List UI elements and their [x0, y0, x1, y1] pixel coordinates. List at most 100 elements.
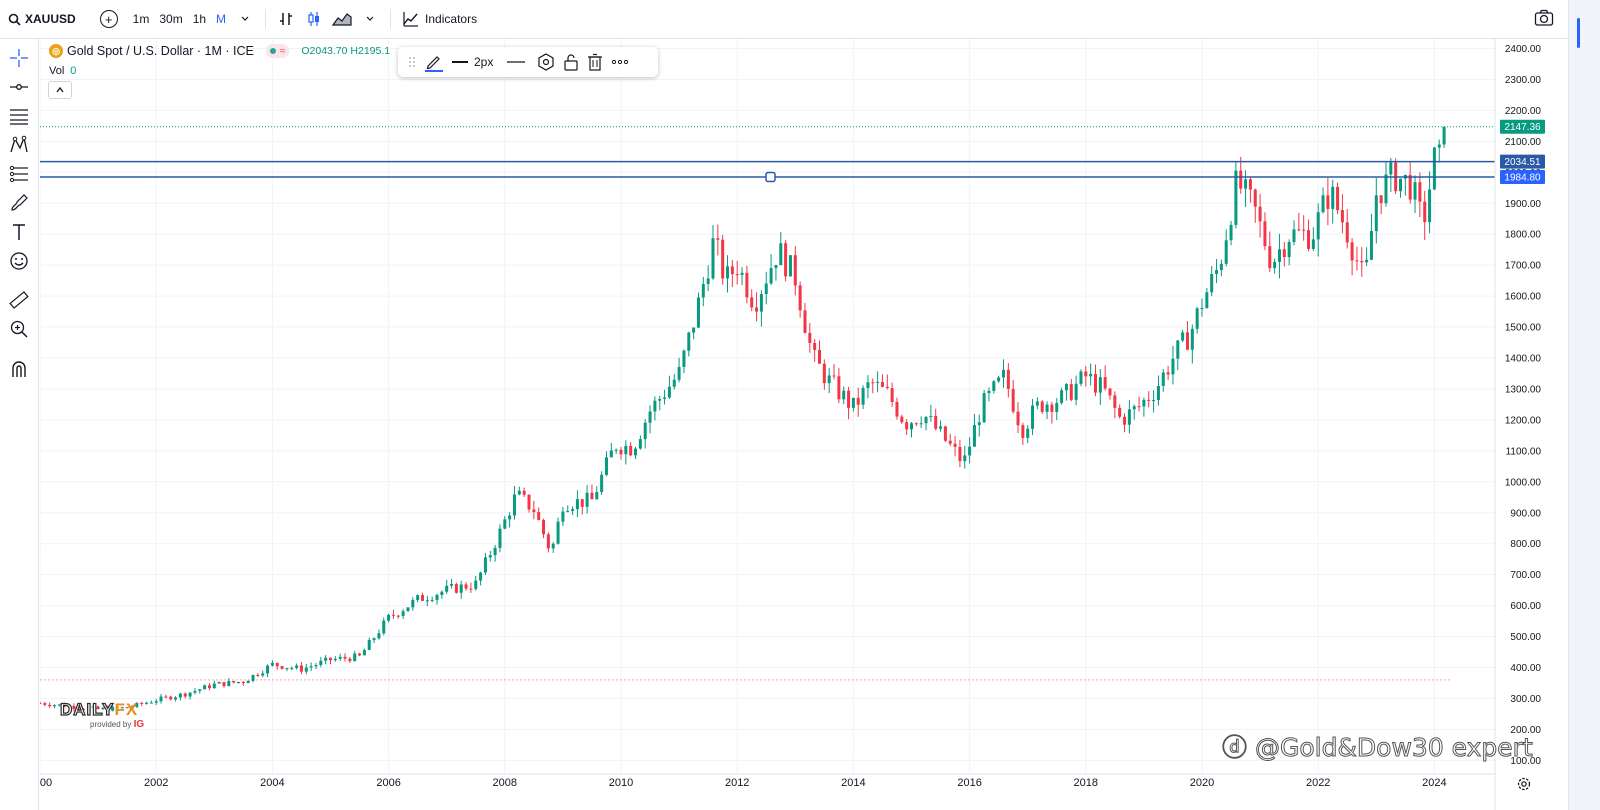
chart-settings-gear-icon[interactable] — [1516, 776, 1532, 797]
drag-handle-icon[interactable] — [408, 47, 416, 77]
candle-body — [1069, 384, 1073, 400]
camera-icon[interactable] — [1534, 9, 1554, 30]
candle-body — [1365, 259, 1369, 263]
candle-body — [411, 599, 415, 608]
time-tick-label: 2014 — [841, 777, 865, 789]
candle-body — [324, 657, 328, 661]
candle-body — [1118, 407, 1122, 417]
approx-icon: ≈ — [279, 45, 286, 57]
forecasting-tool-icon[interactable] — [7, 162, 31, 186]
candle-body — [1055, 402, 1059, 412]
collapse-legend-button[interactable] — [48, 81, 72, 99]
candle-body — [435, 594, 439, 600]
candle-body — [96, 706, 100, 710]
bar-chart-type-icon[interactable] — [274, 7, 298, 31]
candle-body — [1442, 126, 1446, 145]
candle-body — [982, 393, 986, 423]
emoji-tool-icon[interactable] — [7, 249, 31, 273]
horizontal-line-tool-icon[interactable] — [7, 75, 31, 99]
area-chart-type-icon[interactable] — [330, 7, 354, 31]
candle-body — [445, 585, 449, 592]
candle-body — [154, 701, 158, 703]
timeframe-1h[interactable]: 1h — [192, 12, 207, 26]
candle-body — [1064, 384, 1068, 391]
line-style-icon[interactable] — [507, 47, 526, 77]
candle-body — [1084, 371, 1088, 377]
candle-body — [813, 342, 817, 350]
candle-body — [237, 682, 241, 684]
price-tick-label: 700.00 — [1510, 570, 1541, 581]
crosshair-icon[interactable] — [7, 46, 31, 70]
candle-body — [387, 614, 391, 621]
candle-body — [764, 283, 768, 295]
candle-body — [1248, 179, 1252, 190]
chevron-down-icon[interactable] — [358, 7, 382, 31]
gann-fib-tool-icon[interactable] — [7, 104, 31, 128]
unlock-icon[interactable] — [563, 47, 579, 77]
magnet-icon[interactable] — [7, 357, 31, 381]
candle-body — [953, 443, 957, 447]
ruler-measure-icon[interactable] — [7, 288, 31, 312]
settings-hexagon-icon[interactable] — [537, 47, 555, 77]
candle-body — [406, 607, 410, 612]
candles-chart-type-icon[interactable] — [302, 7, 326, 31]
candle-body — [798, 285, 802, 311]
line-width-selector[interactable]: 2px — [452, 47, 493, 77]
time-tick-label: 2008 — [493, 777, 517, 789]
timeframe-30m[interactable]: 30m — [159, 12, 183, 26]
candle-body — [779, 243, 783, 266]
candle-body — [1292, 229, 1296, 243]
candle-body — [1200, 308, 1204, 310]
candle-body — [391, 614, 395, 616]
compare-add-icon[interactable]: + — [99, 10, 118, 28]
candle-body — [634, 448, 638, 456]
indicators-label: Indicators — [425, 12, 478, 26]
candle-body — [1253, 189, 1257, 207]
candle-body — [1399, 178, 1403, 192]
candle-body — [948, 440, 952, 444]
price-chart[interactable]: 2400.002300.002200.002100.002000.001900.… — [40, 39, 1568, 810]
candle-body — [367, 639, 371, 651]
candle-body — [1428, 189, 1432, 223]
volume-legend: Vol 0 — [49, 65, 76, 77]
market-status-badge[interactable]: ≈ — [265, 44, 290, 58]
candle-body — [1432, 147, 1436, 190]
candle-body — [377, 633, 381, 639]
candle-body — [174, 697, 178, 700]
candle-body — [115, 706, 119, 708]
candle-body — [1316, 212, 1320, 240]
price-tick-label: 1700.00 — [1505, 261, 1542, 272]
candle-body — [198, 689, 202, 691]
candle-body — [169, 696, 173, 700]
pattern-tool-icon[interactable] — [7, 133, 31, 157]
candle-body — [425, 600, 429, 602]
candle-body — [135, 702, 139, 707]
candle-body — [1089, 373, 1093, 377]
more-options-icon[interactable] — [611, 47, 629, 77]
candle-body — [595, 491, 599, 500]
candle-body — [822, 363, 826, 384]
text-tool-icon[interactable] — [7, 220, 31, 244]
last-price-label-bg — [1500, 119, 1545, 134]
candle-body — [304, 667, 308, 672]
candle-body — [842, 390, 846, 400]
watermark-text: ⓓ @Gold&Dow30 expert — [1222, 728, 1534, 764]
candle-body — [803, 310, 807, 333]
provided-by-text: provided by — [90, 720, 132, 729]
symbol-search[interactable]: XAUUSD — [0, 12, 84, 26]
top-toolbar: XAUUSD + 1m 30m 1h M Indicators — [0, 0, 1568, 39]
candle-body — [1142, 399, 1146, 407]
candle-body — [861, 387, 865, 405]
trash-icon[interactable] — [587, 47, 603, 77]
line-color-pencil-icon[interactable] — [424, 47, 444, 77]
candle-body — [600, 474, 604, 492]
candle-body — [1137, 406, 1141, 408]
candle-body — [227, 680, 231, 687]
candle-body — [909, 423, 914, 430]
timeframe-1m[interactable]: 1m — [132, 12, 150, 26]
brush-tool-icon[interactable] — [7, 191, 31, 215]
indicators-button[interactable]: Indicators — [397, 11, 483, 27]
chevron-down-icon[interactable] — [233, 7, 257, 31]
zoom-in-icon[interactable] — [7, 317, 31, 341]
timeframe-month[interactable]: M — [216, 12, 227, 26]
